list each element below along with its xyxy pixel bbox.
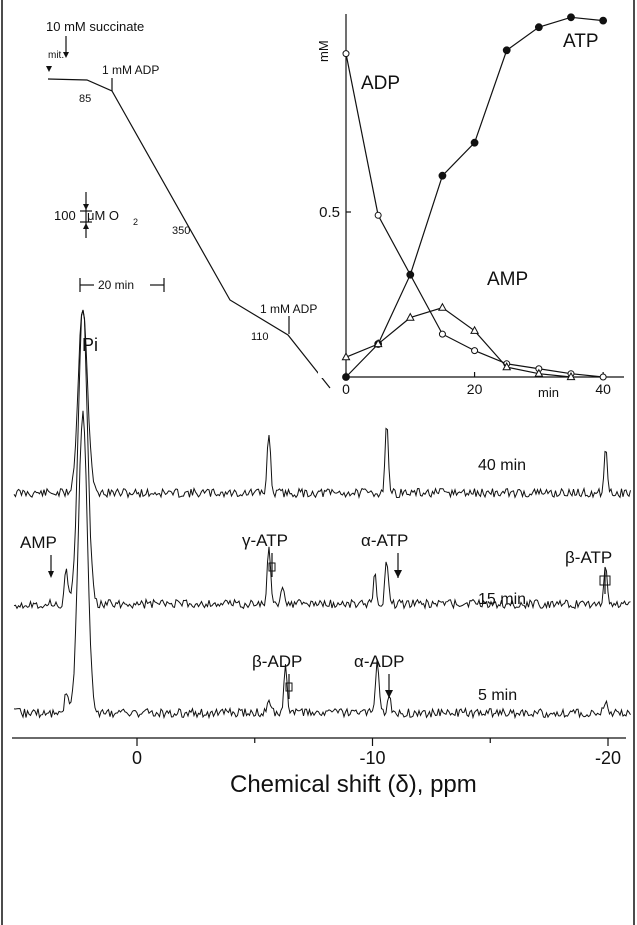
inset-line-adp	[345, 53, 604, 378]
alpha-adp-label: α-ADP	[354, 652, 404, 671]
inset-point-amp	[373, 338, 383, 348]
nmr-x-label: Chemical shift (δ), ppm	[230, 771, 477, 798]
inset-ticks: 0 20 40 0.5	[319, 204, 611, 397]
inset-legend-adp: ADP	[361, 73, 400, 94]
inset-point-amp	[534, 368, 544, 377]
amp-peak-arrowhead	[48, 571, 54, 578]
inset-point-atp	[342, 373, 350, 381]
mit-label: mit.	[48, 50, 64, 61]
gamma-atp-label: γ-ATP	[242, 531, 288, 550]
adp-label-1: 1 mM ADP	[102, 63, 159, 77]
inset-point-amp	[502, 362, 512, 371]
spectrum-label-5: 5 min	[478, 687, 517, 704]
succinate-label: 10 mM succinate	[46, 19, 144, 34]
beta-adp-label: β-ADP	[252, 652, 302, 671]
spectrum-label-40: 40 min	[478, 457, 526, 474]
inset-point-atp	[438, 171, 447, 180]
inset-point-amp	[437, 302, 447, 311]
inset-point-adp	[342, 50, 350, 58]
adp-label-2: 1 mM ADP	[260, 302, 317, 316]
spectrum-label-15: 15 min	[478, 591, 526, 608]
inset-point-amp	[566, 371, 576, 381]
inset-point-atp	[470, 138, 479, 147]
inset-panel: mM min 0 20 40 0.5 ATP ADP AMP	[316, 10, 624, 400]
succinate-arrowhead	[63, 52, 69, 58]
inset-background	[318, 10, 624, 378]
inset-point-atp	[534, 23, 543, 32]
beta-atp-label: β-ATP	[565, 548, 612, 567]
o2-scale-arrow-up	[83, 223, 89, 229]
o2-scale-unit: μM O	[87, 208, 119, 223]
rate-label-85: 85	[79, 93, 91, 105]
beta-adp-marker	[285, 682, 293, 692]
inset-point-amp	[405, 312, 415, 321]
nmr-panel: Pi 40 min 15 min 5 min AMP γ-ATP α-ATP β…	[12, 309, 631, 798]
nmr-x-tick-label: -20	[595, 748, 621, 768]
inset-point-atp	[567, 13, 575, 22]
inset-point-amp	[470, 325, 480, 334]
o2-scale-subscript: 2	[133, 217, 138, 227]
alpha-atp-label: α-ATP	[361, 531, 408, 550]
inset-point-amp	[341, 352, 351, 361]
oxygen-consumption-trace	[47, 78, 331, 389]
inset-point-atp	[599, 16, 608, 25]
nmr-spectrum-5-min	[13, 410, 631, 720]
inset-point-atp	[502, 46, 511, 55]
pi-label: Pi	[82, 335, 98, 355]
inset-y-label: mM	[316, 40, 331, 62]
time-scale-label: 20 min	[98, 278, 134, 292]
inset-x-tick-label: 0	[342, 381, 350, 397]
inset-legend-amp: AMP	[487, 269, 528, 290]
inset-legend-atp: ATP	[563, 31, 599, 52]
alpha-atp-arrowhead	[394, 570, 402, 578]
inset-line-amp	[345, 307, 572, 378]
o2-scale-arrow-down	[83, 204, 89, 210]
inset-x-label: min	[538, 385, 559, 400]
rate-label-350: 350	[172, 225, 190, 237]
nmr-spectrum-40-min	[13, 309, 631, 500]
inset-y-tick-label: 0.5	[319, 204, 340, 221]
inset-point-adp	[438, 330, 446, 338]
amp-peak-label: AMP	[20, 533, 57, 552]
mit-arrowhead	[46, 66, 52, 72]
rate-label-110: 110	[251, 331, 269, 343]
nmr-spectrum-15-min	[13, 309, 631, 610]
nmr-ticks: 0 -10 -20	[132, 738, 621, 768]
inset-point-adp	[599, 373, 607, 381]
nmr-x-tick-label: -10	[359, 748, 385, 768]
inset-x-tick-label: 20	[467, 381, 483, 397]
inset-series	[341, 13, 608, 381]
oxygen-trace-panel: 10 mM succinate mit. 1 mM ADP 85 350 110…	[46, 19, 331, 389]
gamma-atp-marker	[268, 562, 276, 572]
o2-scale-number: 100	[54, 208, 76, 223]
beta-atp-marker	[599, 575, 611, 586]
inset-x-tick-label: 40	[595, 381, 611, 397]
inset-point-adp	[374, 211, 382, 219]
nmr-x-tick-label: 0	[132, 748, 142, 768]
alpha-adp-arrowhead	[385, 690, 393, 698]
nmr-spectra	[13, 309, 631, 720]
inset-point-adp	[471, 347, 479, 355]
